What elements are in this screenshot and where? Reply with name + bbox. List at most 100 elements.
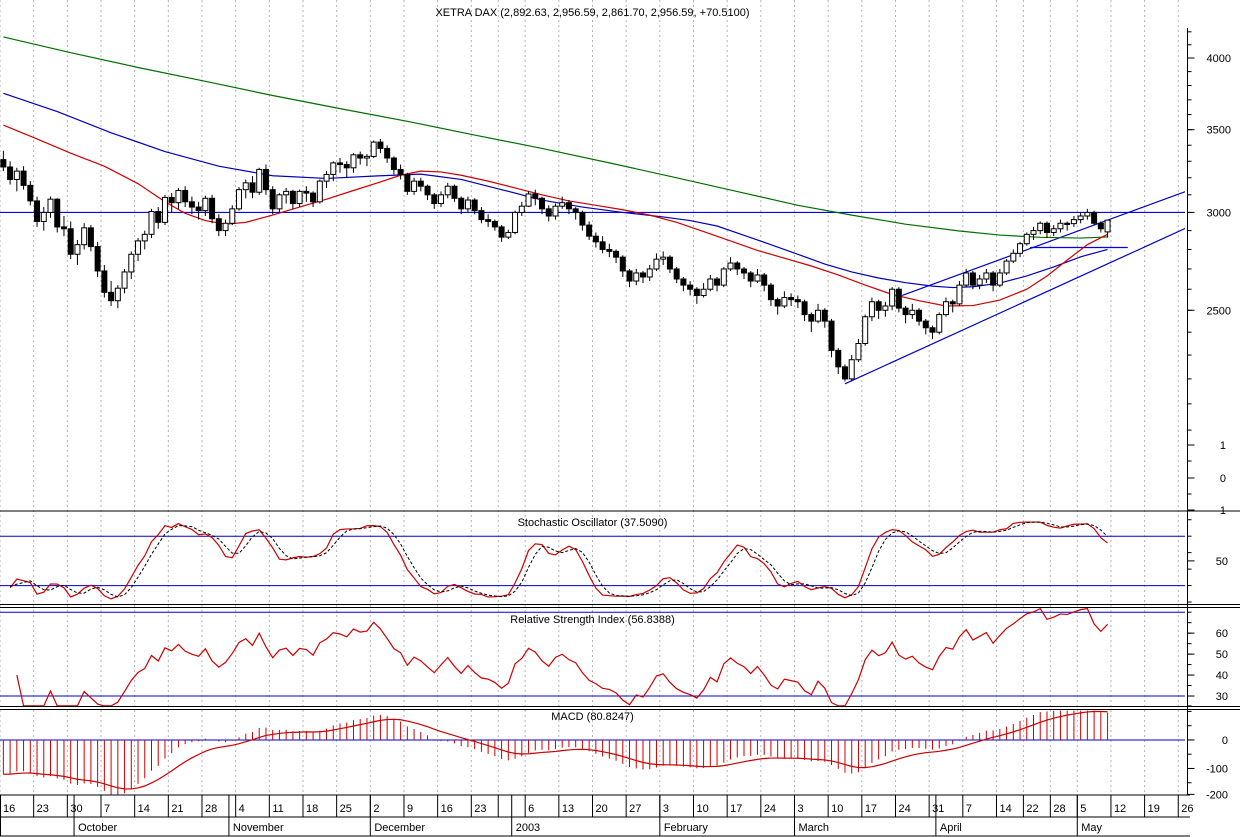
candle-up: [505, 231, 512, 238]
candle-down: [390, 157, 397, 170]
candle-down: [27, 184, 34, 202]
candle-up: [175, 190, 182, 204]
candle-down: [491, 220, 498, 228]
month-label: October: [78, 822, 117, 834]
candle-up: [411, 180, 418, 192]
candle-up: [707, 278, 714, 290]
sub-scale-label: 0: [1220, 473, 1226, 485]
week-label: 19: [1148, 803, 1160, 815]
candle-down: [572, 208, 579, 213]
candle-down: [451, 185, 458, 199]
sub-scale-label: -1: [1216, 505, 1226, 517]
week-label: 24: [764, 803, 776, 815]
week-label: 28: [205, 803, 217, 815]
candle-up: [229, 208, 236, 224]
week-label: 20: [596, 803, 608, 815]
candle-up: [296, 190, 303, 205]
week-label: 24: [898, 803, 910, 815]
candle-down: [101, 270, 108, 293]
candle-down: [108, 291, 115, 302]
candle-up: [1104, 219, 1111, 233]
week-label: 25: [340, 803, 352, 815]
week-label: 4: [239, 803, 245, 815]
candle-down: [289, 190, 296, 205]
candle-down: [7, 166, 14, 180]
candle-down: [1097, 222, 1104, 230]
candle-down: [539, 197, 546, 210]
week-label: 5: [1080, 803, 1086, 815]
candle-down: [478, 210, 485, 221]
week-label: 26: [1181, 803, 1193, 815]
candle-down: [788, 297, 795, 301]
candle-down: [929, 327, 936, 333]
candle-up: [936, 314, 943, 333]
candle-up: [135, 240, 142, 255]
candle-down: [774, 299, 781, 307]
month-label: November: [233, 822, 284, 834]
candle-up: [512, 211, 519, 233]
candle-down: [767, 284, 774, 301]
candle-up: [1023, 233, 1030, 245]
week-label: 3: [663, 803, 669, 815]
candle-up: [202, 197, 209, 212]
candle-up: [781, 297, 788, 307]
candle-down: [269, 189, 276, 210]
candle-down: [841, 366, 848, 380]
candle-up: [363, 155, 370, 159]
candle-down: [249, 182, 256, 193]
candle-up: [754, 274, 761, 282]
price-axis-label: 2500: [1207, 305, 1231, 317]
candle-down: [545, 208, 552, 217]
candle-up: [1030, 230, 1037, 235]
candle-up: [633, 272, 640, 282]
rsi-axis-label: 30: [1216, 691, 1228, 703]
candle-down: [794, 299, 801, 303]
candle-down: [424, 185, 431, 196]
week-label: 22: [1026, 803, 1038, 815]
candle-down: [471, 199, 478, 212]
candle-down: [188, 201, 195, 208]
candle-down: [916, 309, 923, 322]
candle-up: [868, 301, 875, 318]
price-axis-label: 3000: [1207, 207, 1231, 219]
candle-down: [60, 226, 67, 230]
candle-down: [801, 301, 808, 316]
week-label: 11: [272, 803, 283, 815]
candle-up: [370, 141, 377, 157]
candle-down: [532, 193, 539, 199]
candle-down: [949, 301, 956, 305]
candle-up: [889, 288, 896, 307]
candle-down: [397, 168, 404, 175]
candle-down: [586, 224, 593, 237]
candle-up: [1077, 215, 1084, 221]
candle-up: [518, 205, 525, 213]
week-label: 18: [306, 803, 318, 815]
candle-down: [337, 162, 344, 166]
candle-up: [909, 309, 916, 316]
candle-down: [969, 272, 976, 286]
candle-down: [343, 164, 350, 169]
candle-up: [161, 196, 168, 223]
candle-up: [222, 222, 229, 232]
candle-down: [835, 349, 842, 368]
week-label: 14: [138, 803, 150, 815]
price-axis-label: 3500: [1207, 125, 1231, 137]
rsi-plot: [16, 608, 1109, 707]
candle-up: [1050, 228, 1057, 233]
candle-down: [714, 278, 721, 286]
candle-down: [1064, 222, 1071, 225]
trendline-2: [902, 191, 1185, 297]
week-label: 16: [441, 803, 453, 815]
week-label: 6: [528, 803, 534, 815]
candle-up: [976, 278, 983, 286]
candle-up: [1003, 260, 1010, 274]
candle-up: [323, 173, 330, 182]
week-label: 28: [1053, 803, 1065, 815]
candle-down: [579, 211, 586, 226]
week-label: 9: [407, 803, 413, 815]
month-label: 2003: [516, 822, 540, 834]
candle-up: [525, 193, 532, 207]
candle-up: [653, 258, 660, 270]
candle-down: [592, 235, 599, 243]
candle-up: [942, 301, 949, 316]
